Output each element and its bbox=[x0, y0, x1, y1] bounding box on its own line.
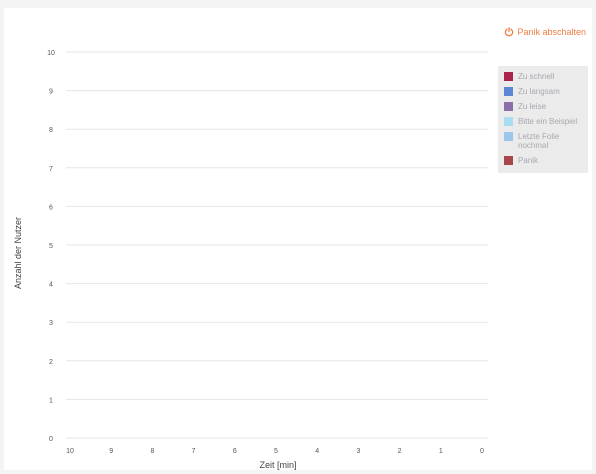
y-tick-label: 9 bbox=[49, 89, 53, 96]
x-tick-label: 0 bbox=[480, 448, 484, 455]
legend-item[interactable]: Letzte Folie nochmal bbox=[504, 132, 584, 150]
y-tick-label: 6 bbox=[49, 204, 53, 211]
y-tick-label: 0 bbox=[49, 436, 53, 443]
legend-label: Bitte ein Beispiel bbox=[518, 117, 578, 126]
legend-item[interactable]: Zu schnell bbox=[504, 72, 584, 81]
y-tick-label: 4 bbox=[49, 282, 53, 289]
legend-item[interactable]: Bitte ein Beispiel bbox=[504, 117, 584, 126]
y-axis-label: Anzahl der Nutzer bbox=[13, 216, 23, 290]
x-tick-label: 7 bbox=[192, 448, 196, 455]
legend-item[interactable]: Zu langsam bbox=[504, 87, 584, 96]
x-tick-label: 8 bbox=[150, 448, 154, 455]
x-tick-label: 2 bbox=[398, 448, 402, 455]
legend-swatch bbox=[504, 156, 513, 165]
x-tick-label: 10 bbox=[66, 448, 74, 455]
legend-swatch bbox=[504, 117, 513, 126]
panic-off-button[interactable]: Panik abschalten bbox=[504, 27, 586, 37]
x-axis-label: Zeit [min] bbox=[259, 460, 297, 470]
chart-legend: Zu schnell Zu langsam Zu leise Bitte ein Be… bbox=[498, 66, 588, 173]
y-tick-label: 10 bbox=[47, 50, 55, 57]
y-tick-label: 2 bbox=[49, 359, 53, 366]
chart-panel: 0 1 2 3 4 5 6 7 8 9 10 10 9 8 7 6 5 4 3 2 1 0 Panik abschalte… bbox=[4, 8, 592, 470]
x-tick-label: 9 bbox=[109, 448, 113, 455]
legend-swatch bbox=[504, 102, 513, 111]
y-tick-label: 5 bbox=[49, 243, 53, 250]
legend-swatch bbox=[504, 132, 513, 141]
x-tick-label: 6 bbox=[233, 448, 237, 455]
legend-item[interactable]: Panik bbox=[504, 156, 584, 165]
power-icon bbox=[505, 27, 514, 37]
panic-off-label: Panik abschalten bbox=[517, 27, 586, 37]
y-tick-label: 8 bbox=[49, 127, 53, 134]
legend-label: Zu schnell bbox=[518, 72, 555, 81]
legend-swatch bbox=[504, 87, 513, 96]
legend-label: Zu langsam bbox=[518, 87, 560, 96]
x-tick-label: 3 bbox=[356, 448, 360, 455]
legend-label: Zu leise bbox=[518, 102, 547, 111]
y-tick-label: 3 bbox=[49, 320, 53, 327]
y-tick-label: 1 bbox=[49, 397, 53, 404]
x-tick-label: 5 bbox=[274, 448, 278, 455]
y-tick-label: 7 bbox=[49, 166, 53, 173]
legend-item[interactable]: Zu leise bbox=[504, 102, 584, 111]
legend-label: Panik bbox=[518, 156, 539, 165]
legend-swatch bbox=[504, 72, 513, 81]
x-tick-label: 1 bbox=[439, 448, 443, 455]
legend-label: Letzte Folie nochmal bbox=[518, 132, 560, 150]
x-tick-label: 4 bbox=[315, 448, 319, 455]
